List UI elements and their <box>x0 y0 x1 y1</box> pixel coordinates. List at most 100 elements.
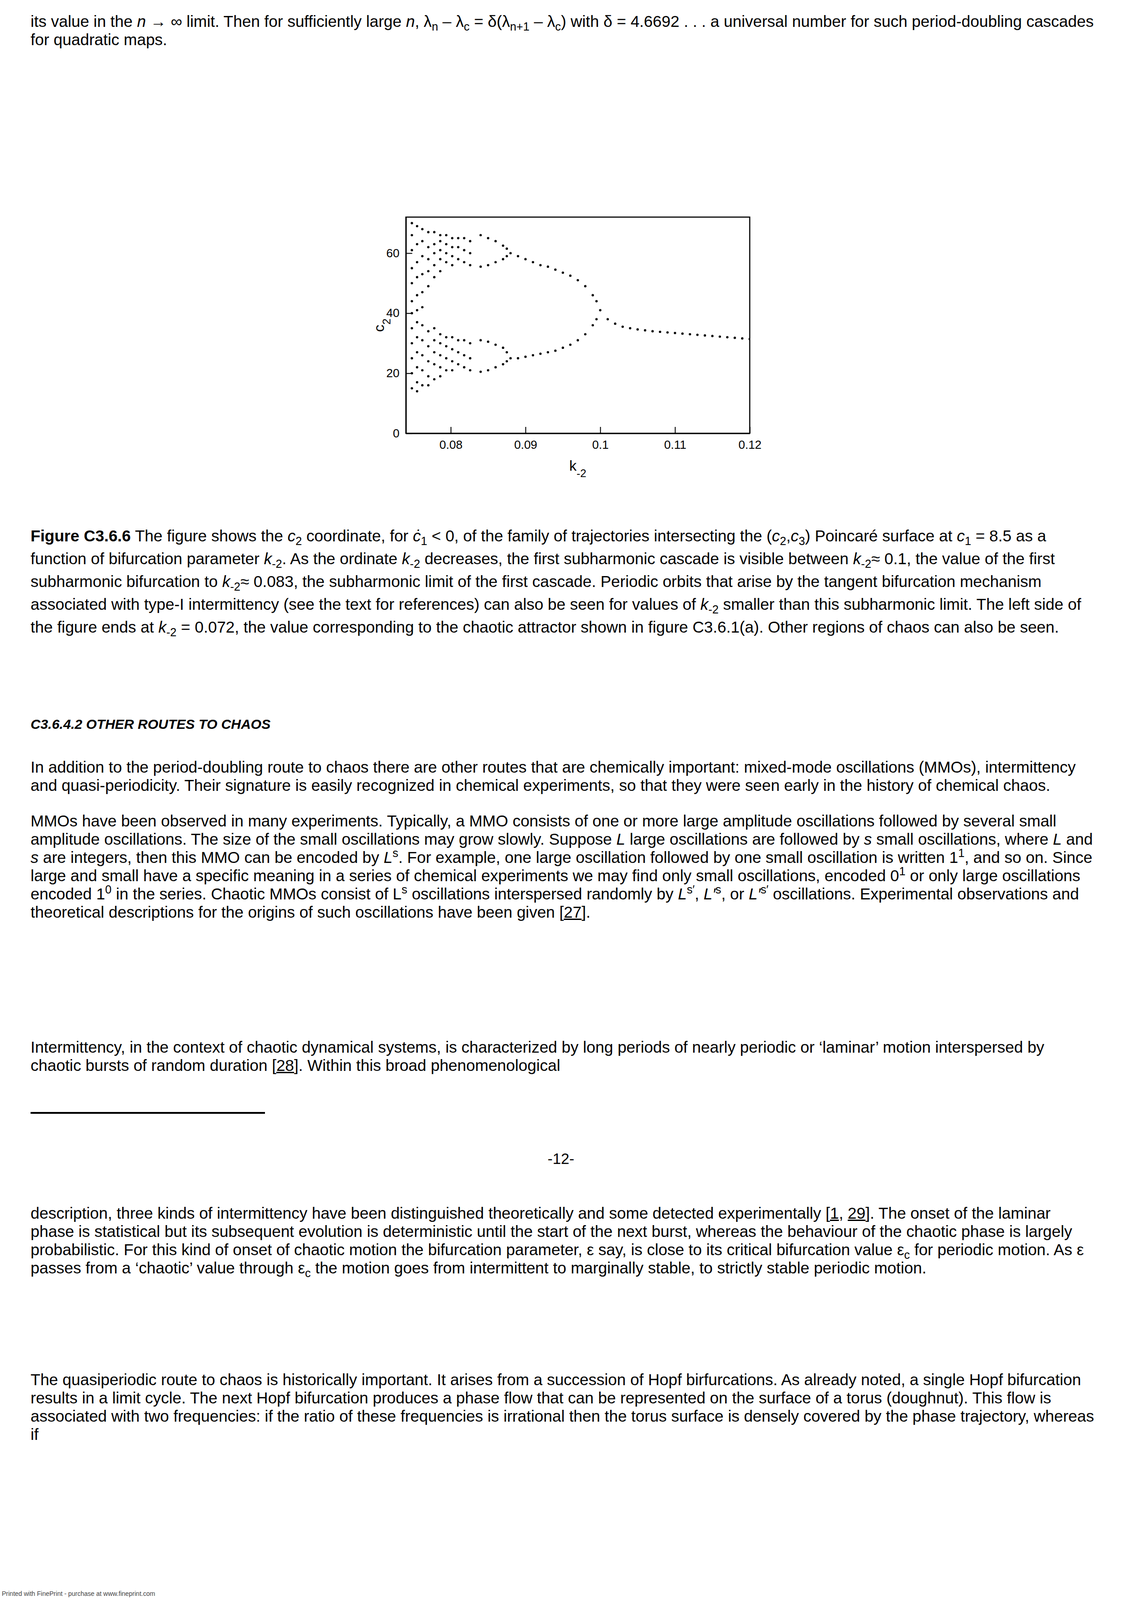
citation-link[interactable]: 27 <box>563 902 582 921</box>
orbit-point <box>439 366 442 369</box>
orbit-point <box>524 355 527 358</box>
orbit-point <box>410 300 414 303</box>
orbit-point <box>415 321 419 324</box>
paragraph: The quasiperiodic route to chaos is hist… <box>30 1370 1097 1444</box>
orbit-point <box>415 336 419 339</box>
text-run: , or <box>721 884 749 903</box>
orbit-point <box>415 243 419 246</box>
y-tick: 60 <box>386 246 413 260</box>
x-axis-line <box>406 432 751 435</box>
text-run: s <box>715 882 722 896</box>
orbit-point <box>420 239 424 243</box>
text-run: In addition to the period-doubling route… <box>30 757 1076 794</box>
orbit-point <box>468 368 472 372</box>
section-heading: C3.6.4.2 OTHER ROUTES TO CHAOS <box>30 715 1097 734</box>
orbit-point <box>501 244 504 247</box>
text-run: -2 <box>861 557 872 571</box>
orbit-point <box>433 243 436 246</box>
text-run: , <box>694 884 704 903</box>
text-run: c <box>305 1266 312 1280</box>
orbit-point <box>666 331 669 334</box>
orbit-point <box>427 330 430 333</box>
orbit-point <box>427 359 430 363</box>
paragraph: In addition to the period-doubling route… <box>30 757 1097 795</box>
orbit-point <box>494 343 497 346</box>
orbit-point <box>433 378 436 381</box>
text-run: , <box>838 1203 848 1222</box>
citation-link[interactable]: 28 <box>276 1056 295 1074</box>
text-run: n <box>405 12 415 31</box>
x-tick-label: 0.11 <box>664 437 687 452</box>
orbit-point <box>487 340 490 343</box>
text-run: 1 <box>899 864 906 878</box>
text-run: L′ <box>703 884 716 903</box>
text-run: < 0, of the family of trajectories inter… <box>427 526 773 545</box>
orbit-point <box>531 353 535 357</box>
orbit-point <box>591 294 594 297</box>
orbit-point <box>415 366 419 369</box>
paragraph: MMOs have been observed in many experime… <box>30 811 1097 922</box>
y-tick-mark <box>405 433 413 435</box>
citation-link[interactable]: 29 <box>847 1203 866 1222</box>
orbit-point <box>433 251 436 255</box>
y-tick-label: 60 <box>386 246 400 260</box>
orbit-point <box>710 334 714 338</box>
y-tick-label: 20 <box>386 366 400 380</box>
text-run: the motion goes from intermittent to mar… <box>310 1258 927 1277</box>
y-axis-line <box>405 217 407 434</box>
text-run: n <box>431 20 439 33</box>
orbit-point <box>576 338 579 342</box>
text-run: -2 <box>230 580 241 593</box>
x-tick-mark <box>525 426 527 434</box>
orbit-point <box>658 330 662 333</box>
orbit-point <box>439 353 442 357</box>
x-tick-label: 0.1 <box>592 437 609 452</box>
text-run: L <box>678 884 687 903</box>
orbit-point <box>501 346 504 349</box>
orbit-point <box>501 363 504 366</box>
x-tick-mark <box>450 426 452 434</box>
orbit-point <box>410 222 414 225</box>
print-footer: Printed with FinePrint - purchase at www… <box>1 1589 156 1598</box>
text-run: 1 <box>420 534 428 548</box>
text-run: 2 <box>295 534 302 548</box>
orbit-point <box>487 236 490 239</box>
orbit-point <box>509 357 512 360</box>
orbit-point <box>456 363 460 366</box>
orbit-point <box>439 233 442 237</box>
orbit-point <box>410 311 414 315</box>
citation-link[interactable]: 1 <box>830 1203 839 1222</box>
page-number: -12- <box>515 1150 607 1168</box>
orbit-point <box>456 245 460 249</box>
text-run: coordinate, for <box>301 526 413 545</box>
text-run: n+1 <box>509 20 530 33</box>
text-run: 2 <box>779 534 787 548</box>
text-run: -2 <box>271 557 282 571</box>
orbit-point <box>439 239 442 243</box>
orbit-point <box>479 338 482 342</box>
orbit-point <box>561 346 565 349</box>
orbit-point <box>462 366 466 369</box>
x-axis: 0.080.090.10.110.12 <box>406 426 762 452</box>
orbit-point <box>433 275 436 279</box>
orbit-point <box>427 269 430 273</box>
orbit-point <box>410 233 414 237</box>
orbit-point <box>451 359 454 363</box>
orbit-point <box>415 380 419 384</box>
orbit-point <box>539 352 542 355</box>
orbit-point <box>415 351 419 354</box>
orbit-point <box>420 228 424 231</box>
text-run: its value in the <box>30 12 137 31</box>
text-run: in the series. Chaotic MMOs consist of L <box>111 884 402 903</box>
text-run: s <box>392 846 399 860</box>
paragraph: description, three kinds of intermittenc… <box>30 1203 1097 1277</box>
text-run: and <box>1061 830 1093 848</box>
text-run: – λ <box>438 12 464 31</box>
x-tick: 0.11 <box>664 426 687 452</box>
text-run: ]. Within this broad phenomenological <box>294 1056 561 1074</box>
text-run: = δ(λ <box>469 12 511 31</box>
orbit-point <box>415 294 419 297</box>
paragraph: Intermittency, in the context of chaotic… <box>30 1037 1097 1075</box>
orbit-point <box>462 236 466 239</box>
paragraph: its value in the n → ∞ limit. Then for s… <box>30 12 1097 49</box>
